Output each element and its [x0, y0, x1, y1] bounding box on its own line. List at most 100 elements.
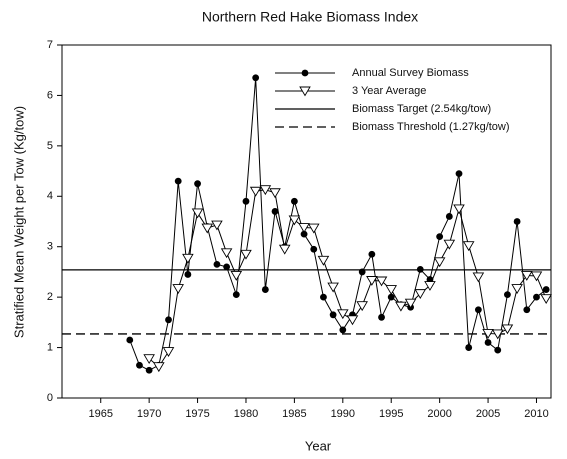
data-point — [317, 255, 330, 266]
data-point — [414, 289, 427, 300]
data-point — [339, 326, 347, 334]
data-point — [385, 285, 398, 295]
data-point — [182, 253, 194, 264]
data-point — [433, 257, 446, 268]
data-point — [211, 220, 223, 231]
data-point — [395, 301, 407, 312]
data-point — [513, 218, 521, 225]
data-point — [278, 244, 291, 255]
data-point — [482, 329, 494, 339]
x-axis-label: Year — [305, 438, 332, 453]
data-point — [172, 284, 184, 294]
x-tick-label: 1980 — [234, 408, 258, 420]
legend-label: 3 Year Average — [352, 85, 426, 97]
data-point — [404, 298, 417, 309]
data-point — [474, 306, 482, 314]
legend-marker — [299, 86, 311, 97]
data-point — [271, 208, 279, 215]
data-point — [511, 284, 523, 294]
data-point — [530, 271, 543, 282]
data-point — [533, 293, 540, 301]
data-point — [259, 185, 272, 196]
data-point — [484, 339, 492, 346]
data-point — [491, 329, 504, 340]
data-point — [242, 197, 250, 205]
x-tick-label: 2010 — [524, 408, 548, 420]
data-point — [436, 233, 444, 241]
y-tick-label: 4 — [47, 190, 53, 202]
data-point — [153, 362, 165, 373]
data-point — [223, 263, 231, 271]
y-tick-label: 3 — [47, 241, 53, 253]
x-tick-label: 1990 — [331, 408, 355, 420]
data-point — [453, 204, 465, 215]
data-point — [269, 188, 281, 199]
data-point — [126, 336, 134, 344]
x-tick-label: 1995 — [379, 408, 403, 420]
data-point — [465, 344, 473, 351]
legend-label: Annual Survey Biomass — [352, 67, 469, 79]
data-point — [174, 177, 182, 185]
data-point — [143, 354, 155, 365]
data-point — [346, 315, 359, 326]
data-point — [162, 347, 175, 357]
x-tick-label: 1970 — [137, 408, 161, 420]
data-point — [504, 291, 511, 299]
data-point — [300, 230, 308, 238]
data-point — [424, 281, 436, 291]
y-tick-label: 5 — [47, 140, 53, 152]
data-point — [521, 271, 533, 281]
y-tick-label: 0 — [47, 392, 53, 404]
data-point — [387, 293, 395, 301]
chart-title: Northern Red Hake Biomass Index — [202, 9, 418, 25]
data-point — [368, 250, 376, 258]
data-point — [320, 293, 327, 301]
data-point — [145, 366, 153, 374]
data-point — [249, 186, 262, 197]
data-point — [240, 249, 252, 260]
data-point — [501, 324, 514, 335]
data-point — [201, 223, 214, 234]
data-point — [445, 213, 453, 220]
data-point — [472, 272, 485, 283]
legend-marker — [301, 69, 309, 77]
data-point — [220, 248, 233, 259]
data-point — [542, 286, 550, 293]
x-tick-label: 1985 — [282, 408, 306, 420]
y-tick-label: 1 — [47, 341, 53, 353]
data-point — [184, 271, 192, 278]
data-point — [329, 311, 337, 319]
data-point — [375, 276, 388, 287]
plot-frame — [61, 44, 552, 399]
x-tick-label: 2000 — [427, 408, 451, 420]
data-point — [307, 223, 320, 234]
data-point — [165, 316, 172, 324]
data-point — [356, 301, 368, 312]
data-point — [298, 223, 310, 233]
data-point — [290, 197, 298, 205]
legend-label: Biomass Threshold (1.27kg/tow) — [352, 121, 510, 133]
data-point — [310, 245, 318, 253]
data-point — [327, 282, 339, 293]
data-point — [443, 239, 456, 250]
y-tick-label: 6 — [47, 89, 53, 101]
x-tick-label: 1965 — [88, 408, 112, 420]
data-point — [136, 361, 143, 369]
y-tick-label: 7 — [47, 39, 53, 51]
y-tick-label: 2 — [47, 291, 53, 303]
data-point — [337, 309, 349, 320]
data-point — [358, 268, 366, 276]
data-point — [194, 180, 201, 188]
data-point — [230, 271, 243, 281]
y-axis-label: Stratified Mean Weight per Tow (Kg/tow) — [11, 106, 26, 338]
data-point — [261, 286, 269, 293]
data-point — [455, 170, 463, 177]
data-point — [213, 260, 221, 268]
data-point — [494, 346, 502, 354]
x-tick-label: 1975 — [185, 408, 209, 420]
data-point — [416, 266, 424, 273]
data-point — [191, 208, 204, 219]
data-point — [232, 291, 240, 299]
data-point — [523, 306, 531, 314]
